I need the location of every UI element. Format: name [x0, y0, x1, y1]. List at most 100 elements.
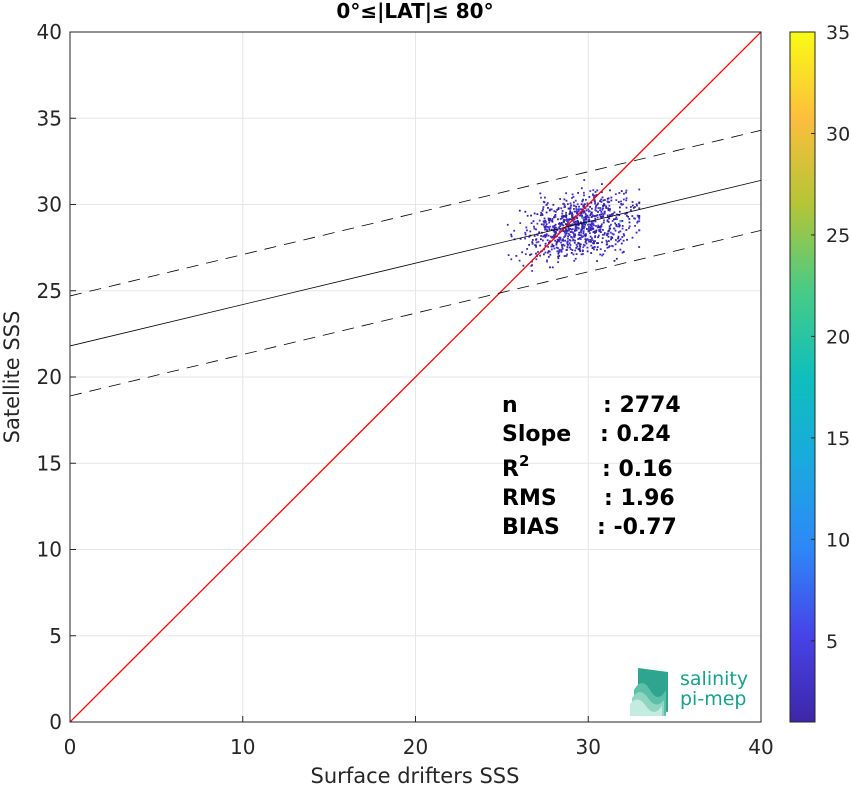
- data-point: [542, 223, 545, 226]
- data-point: [586, 250, 589, 253]
- data-point: [606, 220, 609, 223]
- data-point: [521, 251, 524, 254]
- data-point: [528, 235, 531, 238]
- data-point: [599, 228, 601, 231]
- data-point: [621, 225, 624, 227]
- data-point: [551, 220, 554, 223]
- data-point: [552, 235, 555, 238]
- data-point: [567, 219, 570, 222]
- data-point: [611, 213, 613, 216]
- data-point: [586, 246, 589, 249]
- data-point: [631, 236, 634, 239]
- data-point: [572, 238, 575, 241]
- data-point: [556, 238, 559, 241]
- colorbar-tick-label-6: 35: [826, 22, 850, 44]
- data-point: [553, 227, 556, 230]
- data-point: [567, 227, 570, 229]
- data-point: [570, 218, 572, 221]
- data-point: [597, 210, 600, 213]
- data-point: [526, 247, 529, 250]
- y-ticks: 0 5 10 15 20 25 30 35 40: [37, 20, 76, 734]
- data-point: [607, 209, 610, 212]
- data-point: [574, 229, 576, 232]
- data-point: [545, 228, 548, 231]
- data-point: [586, 238, 589, 240]
- data-point: [571, 231, 574, 234]
- data-point: [595, 231, 598, 233]
- data-point: [605, 243, 608, 246]
- data-point: [543, 196, 546, 199]
- data-point: [590, 244, 593, 247]
- chart-title: 0°≤|LAT|≤ 80°: [336, 0, 493, 23]
- data-point: [594, 207, 597, 209]
- data-point: [545, 225, 547, 227]
- data-point: [599, 248, 602, 251]
- data-point: [548, 241, 550, 244]
- data-point: [581, 226, 583, 229]
- data-point: [581, 249, 584, 252]
- data-point: [518, 209, 521, 212]
- data-point: [607, 232, 610, 235]
- data-point: [510, 258, 513, 261]
- data-point: [615, 199, 618, 202]
- data-point: [537, 251, 539, 253]
- data-point: [533, 235, 536, 237]
- data-point: [620, 200, 622, 203]
- data-point: [587, 227, 590, 230]
- data-point: [561, 229, 564, 232]
- data-point: [601, 228, 604, 231]
- data-point: [598, 226, 600, 228]
- data-point: [546, 239, 549, 242]
- data-point: [556, 241, 558, 244]
- data-point: [572, 201, 575, 204]
- data-point: [551, 266, 554, 269]
- salinity-pi-mep-logo: salinity pi-mep: [630, 668, 748, 716]
- data-point: [602, 213, 605, 216]
- data-point: [577, 220, 579, 223]
- data-point: [536, 234, 539, 236]
- data-point: [540, 223, 543, 226]
- data-point: [573, 233, 575, 236]
- data-point: [609, 227, 612, 230]
- data-point: [579, 236, 581, 239]
- data-point: [590, 201, 593, 204]
- data-point: [590, 222, 593, 225]
- data-point: [601, 208, 604, 211]
- y-tick-label-6: 30: [37, 193, 62, 217]
- data-point: [603, 212, 606, 215]
- data-point: [560, 241, 562, 244]
- data-point: [576, 216, 579, 219]
- data-point: [554, 214, 557, 216]
- data-point: [585, 209, 588, 212]
- data-point: [576, 203, 579, 206]
- data-point: [578, 242, 581, 245]
- data-point: [531, 242, 534, 245]
- data-point: [553, 224, 556, 227]
- data-point: [559, 236, 562, 239]
- data-point: [628, 221, 631, 224]
- data-point: [513, 229, 516, 232]
- data-point: [530, 253, 533, 256]
- data-point: [575, 205, 578, 208]
- data-point: [553, 226, 556, 228]
- data-point: [638, 207, 641, 210]
- data-point: [577, 209, 580, 212]
- data-point: [564, 233, 567, 236]
- data-point: [583, 234, 586, 237]
- data-point: [588, 223, 590, 226]
- data-point: [610, 236, 613, 239]
- data-point: [544, 244, 547, 247]
- data-point: [606, 219, 609, 222]
- data-point: [596, 260, 598, 262]
- data-point: [584, 235, 587, 238]
- data-point: [619, 206, 621, 209]
- data-point: [593, 215, 596, 218]
- data-point: [625, 199, 628, 202]
- data-point: [560, 248, 563, 251]
- data-point: [581, 214, 584, 217]
- data-point: [539, 244, 542, 247]
- data-point: [558, 226, 561, 229]
- data-point: [603, 204, 606, 207]
- data-point: [638, 217, 641, 220]
- data-point: [622, 233, 625, 235]
